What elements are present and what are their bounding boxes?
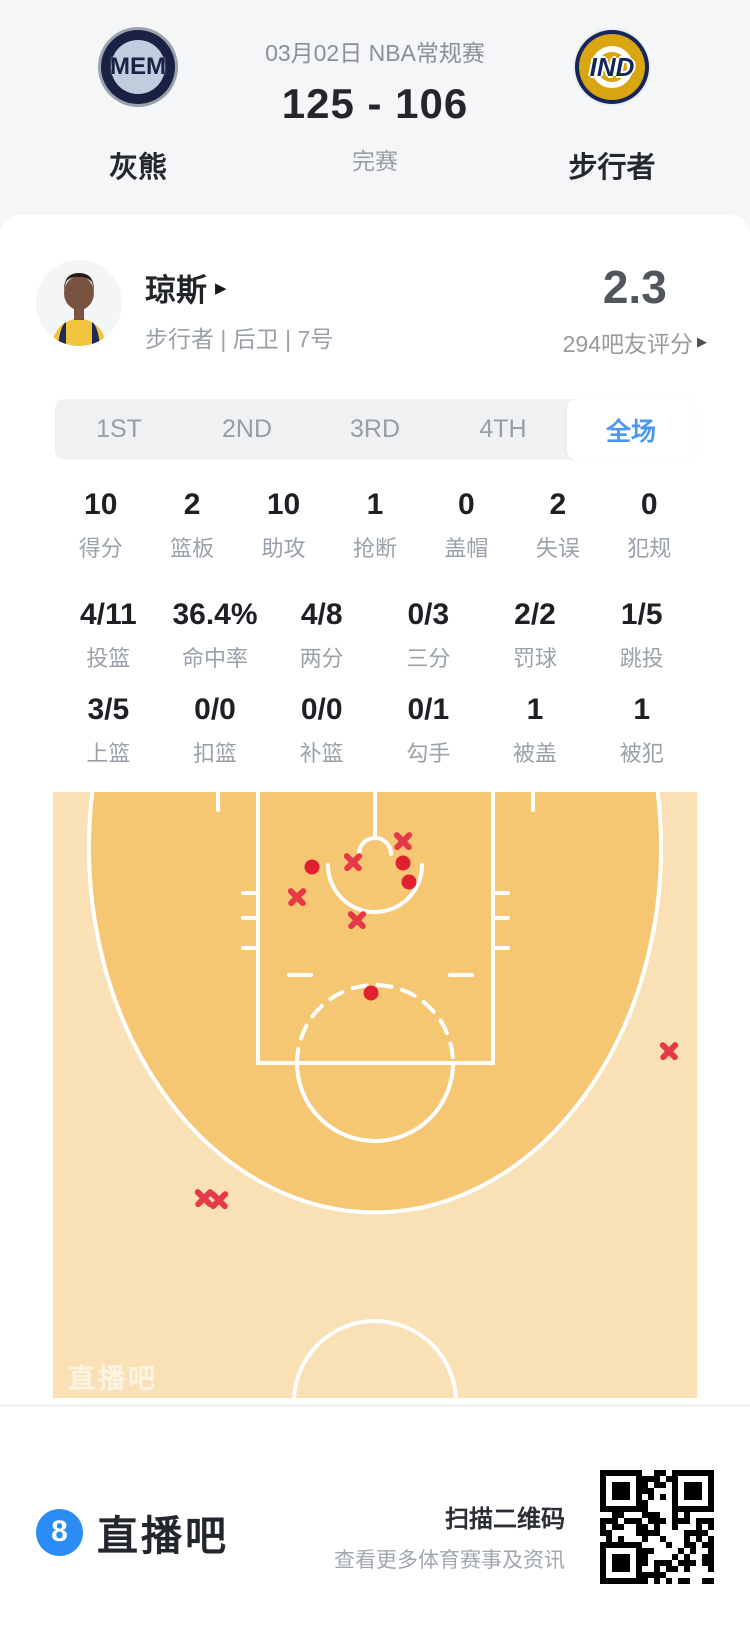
player-name-row[interactable]: 琼斯 ▶ (145, 265, 227, 310)
player-avatar[interactable] (36, 260, 122, 346)
stat-fouls: 0 犯规 (627, 488, 672, 561)
team-abbr: IND (589, 51, 635, 82)
match-status: 完赛 (352, 148, 398, 174)
stat-dunk: 0/0 扣篮 (193, 693, 238, 766)
rating-source-row: 294吧友评分 ▶ (563, 325, 707, 359)
stat-hook: 0/1 勾手 (406, 693, 451, 766)
quarter-tabbar: 1ST 2ND 3RD 4TH 全场 (55, 399, 695, 460)
team-logo-ind-icon: IND (575, 30, 649, 104)
stat-points: 10 得分 (78, 488, 123, 561)
stat-steals: 1 抢断 (352, 488, 397, 561)
qr-code (600, 1470, 714, 1584)
missed-shot-marker (286, 886, 308, 908)
logo-inner-circle (111, 40, 165, 94)
court-watermark: 直播吧 (68, 1364, 158, 1394)
missed-shot-marker (342, 851, 364, 873)
rating-source: 294吧友评分 (562, 331, 693, 357)
made-shot-marker (304, 859, 320, 875)
stats-row-detail: 3/5 上篮 0/0 扣篮 0/0 补篮 0/1 勾手 1 被盖 1 被犯 (55, 693, 695, 768)
brand-name: 直播吧 (97, 1513, 229, 1559)
stat-blocks: 0 盖帽 (444, 488, 489, 561)
scan-block: 扫描二维码 查看更多体育赛事及资讯 (334, 1499, 565, 1574)
app-footer: 8 直播吧 扫描二维码 查看更多体育赛事及资讯 (0, 1407, 750, 1629)
tab-3rd[interactable]: 3RD (349, 415, 400, 443)
stat-fouled: 1 被犯 (619, 693, 664, 766)
missed-shot-marker (658, 1040, 680, 1062)
shot-chart-court: 直播吧 (53, 792, 697, 1398)
stat-ft: 2/2 罚球 (513, 598, 558, 671)
rating-block[interactable]: 2.3 294吧友评分 ▶ (563, 263, 707, 359)
match-header: MEM 灰熊 03月02日 NBA常规赛 125 - 106 完赛 IND 步行… (0, 0, 750, 215)
tab-2nd[interactable]: 2ND (221, 415, 272, 443)
zhibo8-logo-icon: 8 (36, 1508, 83, 1556)
logo-inner-ring (591, 46, 633, 88)
team-away: IND 步行者 (512, 30, 712, 186)
rating-value: 2.3 (602, 261, 667, 313)
tab-1st[interactable]: 1ST (96, 415, 142, 443)
match-score: 125 - 106 (281, 80, 469, 127)
tab-full-game[interactable]: 全场 (567, 399, 695, 460)
stat-rebounds: 2 篮板 (170, 488, 215, 561)
player-card: 琼斯 ▶ 步行者 | 后卫 | 7号 2.3 294吧友评分 ▶ 1ST 2ND… (0, 215, 750, 1404)
stat-blocked: 1 被盖 (513, 693, 558, 766)
stat-jumpshot: 1/5 跳投 (619, 598, 664, 671)
caret-right-icon: ▶ (215, 279, 227, 297)
stat-turnovers: 2 失误 (535, 488, 580, 561)
stat-assists: 10 助攻 (261, 488, 306, 561)
match-center: 03月02日 NBA常规赛 125 - 106 完赛 (175, 0, 575, 176)
arrow-right-icon: ▶ (697, 334, 707, 349)
court-lines (53, 792, 697, 1398)
team-name-away: 步行者 (568, 152, 656, 184)
missed-shot-marker (346, 909, 368, 931)
scan-subtitle: 查看更多体育赛事及资讯 (334, 1549, 565, 1572)
match-date: 03月02日 NBA常规赛 (265, 40, 485, 66)
stat-3pt: 0/3 三分 (406, 598, 451, 671)
team-name-home: 灰熊 (108, 152, 167, 184)
player-meta: 步行者 | 后卫 | 7号 (145, 326, 334, 352)
stat-fg: 4/11 投篮 (79, 598, 137, 671)
made-shot-marker (363, 985, 379, 1001)
player-name: 琼斯 (145, 273, 207, 308)
stat-layup: 3/5 上篮 (86, 693, 131, 766)
stat-2pt: 4/8 两分 (299, 598, 344, 671)
made-shot-marker (401, 874, 417, 890)
missed-shot-marker (208, 1189, 230, 1211)
stat-tipin: 0/0 补篮 (299, 693, 344, 766)
brand-row: 8 直播吧 (36, 1502, 229, 1562)
scan-title: 扫描二维码 (445, 1506, 565, 1533)
team-abbr: MEM (110, 53, 166, 80)
tab-4th[interactable]: 4TH (479, 415, 527, 443)
footer-divider (0, 1404, 750, 1407)
stat-fg-pct: 36.4% 命中率 (172, 598, 258, 671)
qr-modules (600, 1470, 714, 1584)
made-shot-marker (395, 855, 411, 871)
team-home: MEM 灰熊 (38, 30, 238, 186)
missed-shot-marker (392, 830, 414, 852)
stats-row-shooting: 4/11 投篮 36.4% 命中率 4/8 两分 0/3 三分 2/2 罚球 1/5 跳投 (55, 598, 695, 673)
stats-row-basic: 10 得分 2 篮板 10 助攻 1 抢断 0 盖帽 2 失误 0 犯规 (55, 488, 695, 563)
team-logo-mem-icon: MEM (101, 30, 175, 104)
